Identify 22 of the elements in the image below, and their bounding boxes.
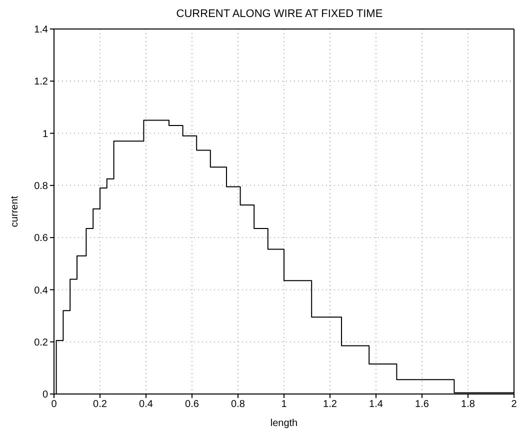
x-axis-title: length <box>270 418 298 429</box>
x-tick-label: 0.8 <box>231 399 246 410</box>
x-tick-label: 0.4 <box>139 399 154 410</box>
x-tick-label: 1.8 <box>461 399 476 410</box>
x-tick-label: 1.2 <box>323 399 338 410</box>
chart-title: CURRENT ALONG WIRE AT FIXED TIME <box>175 8 384 22</box>
y-tick-label: 1.4 <box>34 24 48 36</box>
y-tick-label: 0.6 <box>34 233 48 244</box>
x-tick-label: 0.6 <box>185 399 200 410</box>
x-tick-label: 1 <box>281 399 288 410</box>
x-tick-label: 0 <box>51 399 58 410</box>
y-tick-label: 1 <box>42 128 48 140</box>
y-tick-label: 0 <box>42 390 48 401</box>
y-tick-label: 0.4 <box>34 285 48 296</box>
x-tick-label: 2 <box>511 399 518 410</box>
y-axis-title: current <box>10 196 21 228</box>
y-tick-label: 1.2 <box>34 76 48 88</box>
y-tick-label: 0.8 <box>34 180 48 192</box>
x-tick-label: 1.6 <box>415 399 430 410</box>
y-tick-label: 0.2 <box>34 337 48 348</box>
x-tick-label: 0.2 <box>93 399 108 410</box>
x-tick-label: 1.4 <box>369 399 384 410</box>
